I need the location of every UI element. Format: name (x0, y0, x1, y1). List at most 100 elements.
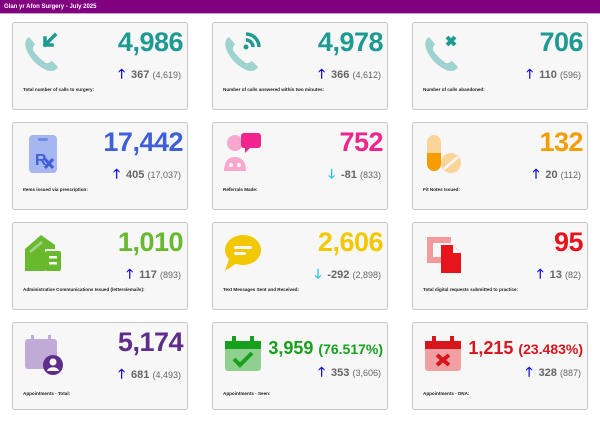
report-title: Glan yr Afon Surgery - July 2025 (4, 4, 97, 10)
kpi-label: Total digital requests submitted to prac… (423, 287, 519, 292)
arrow-up-icon: 🡑 (318, 364, 326, 379)
kpi-percentage: (23.483%) (518, 341, 583, 357)
kpi-value: 752 (339, 127, 383, 157)
kpi-previous: (893) (159, 270, 181, 280)
kpi-change: 🡓 -292 (2,898) (315, 265, 381, 287)
kpi-card: 95 🡑 13 (82) Total digital requests submitt… (412, 222, 588, 310)
kpi-card: 1,010 🡑 117 (893) Administrative Communicat… (12, 222, 188, 310)
report-header: Glan yr Afon Surgery - July 2025 (0, 0, 600, 14)
icon-slot (221, 31, 265, 75)
kpi-value-wrap: 132 (539, 127, 583, 157)
kpi-change: 🡑 110 (596) (526, 65, 581, 87)
calendar-x-icon (425, 336, 461, 371)
kpi-value: 706 (539, 27, 583, 57)
arrow-up-icon: 🡑 (536, 266, 544, 281)
arrow-up-icon: 🡑 (532, 166, 540, 181)
arrow-up-icon: 🡑 (126, 266, 134, 281)
kpi-delta: 110 (539, 69, 557, 81)
kpi-previous: (4,612) (352, 70, 381, 80)
kpi-label: Number of calls abandoned: (423, 87, 485, 92)
kpi-change: 🡑 353 (3,606) (318, 363, 381, 385)
referral-icon (224, 133, 261, 171)
kpi-delta: 405 (126, 169, 145, 181)
arrow-up-icon: 🡑 (525, 364, 533, 379)
kpi-card: 5,174 🡑 681 (4,493) Appointments - Total: (12, 322, 188, 410)
kpi-value-wrap: 95 (553, 227, 584, 257)
kpi-value-wrap: 2,606 (317, 227, 384, 257)
kpi-change: 🡓 -81 (833) (328, 165, 381, 187)
kpi-value: 2,606 (317, 227, 384, 257)
kpi-value: 3,959 (268, 338, 314, 358)
digital-request-icon (427, 237, 461, 273)
icon-slot (421, 231, 465, 275)
kpi-change: 🡑 328 (887) (526, 363, 581, 385)
kpi-previous: (833) (359, 170, 381, 180)
kpi-value: 1,215 (468, 338, 514, 358)
kpi-delta: 117 (139, 269, 157, 281)
kpi-delta: 353 (331, 367, 350, 379)
kpi-value-wrap: 706 (539, 27, 583, 57)
kpi-label: Total number of calls to surgery: (23, 87, 95, 92)
kpi-delta: 367 (131, 69, 150, 81)
kpi-label: Items issued via prescription: (23, 187, 88, 192)
kpi-previous: (112) (560, 170, 581, 180)
kpi-delta: 328 (538, 367, 557, 379)
icon-slot (421, 31, 465, 75)
kpi-value-wrap: 5,174 (117, 327, 184, 357)
kpi-value-wrap: 752 (339, 127, 383, 157)
kpi-delta: 366 (331, 69, 350, 81)
icon-slot (221, 131, 265, 175)
calendar-person-icon (25, 335, 63, 375)
arrow-down-icon: 🡓 (314, 266, 322, 281)
kpi-card: 752 🡓 -81 (833) Referrals Made: (212, 122, 388, 210)
svg-text:R: R (35, 152, 47, 169)
kpi-value-wrap: 4,978 (318, 27, 384, 57)
kpi-change: 🡑 681 (4,493) (118, 365, 181, 387)
phone-answered-icon (225, 32, 261, 71)
kpi-value: 1,010 (117, 227, 184, 257)
chat-bubble-icon (225, 235, 261, 271)
kpi-previous: (4,493) (152, 370, 181, 380)
kpi-label: Appointments - Total: (23, 391, 71, 396)
phone-missed-icon (425, 35, 458, 71)
kpi-card: 132 🡑 20 (112) Fit Notes Issued: (412, 122, 588, 210)
kpi-label: Number of calls answered within two minu… (223, 87, 325, 92)
kpi-delta: -81 (341, 169, 357, 181)
kpi-previous: (3,606) (352, 368, 381, 378)
kpi-value: 95 (553, 227, 584, 257)
icon-slot (421, 131, 465, 175)
kpi-value: 17,442 (103, 127, 183, 157)
kpi-label: Text Messages Sent and Received: (223, 287, 299, 292)
mail-house-icon (25, 235, 61, 271)
icon-slot: R (21, 131, 65, 175)
kpi-label: Referrals Made: (223, 187, 258, 192)
kpi-delta: 20 (545, 169, 558, 181)
kpi-change: 🡑 117 (893) (126, 265, 181, 287)
kpi-value: 5,174 (117, 327, 184, 357)
arrow-up-icon: 🡑 (318, 66, 326, 81)
arrow-down-icon: 🡓 (328, 166, 336, 181)
kpi-delta: -292 (327, 269, 350, 281)
kpi-change: 🡑 367 (4,619) (118, 65, 181, 87)
arrow-up-icon: 🡑 (526, 66, 534, 81)
kpi-label: Appointments - Seen: (223, 391, 271, 396)
icon-slot (21, 231, 65, 275)
arrow-up-icon: 🡑 (118, 366, 126, 381)
icon-slot (421, 331, 465, 375)
kpi-card: R 17,442 🡑 405 (17,037) Items issued via pre… (12, 122, 188, 210)
kpi-percentage: (76.517%) (318, 341, 383, 357)
kpi-previous: (596) (559, 70, 581, 80)
kpi-label: Administrative Communications Issued (le… (23, 287, 145, 292)
icon-slot (21, 331, 65, 375)
kpi-card: 1,215 (23.483%) 🡑 328 (887) Appointments - … (412, 322, 588, 410)
kpi-label: Appointments - DNA: (423, 391, 470, 396)
kpi-value-wrap: 4,986 (118, 27, 184, 57)
icon-slot (21, 31, 65, 75)
kpi-previous: (82) (564, 270, 581, 280)
kpi-card: 2,606 🡓 -292 (2,898) Text Messages Sent and… (212, 222, 388, 310)
phone-incoming-icon (25, 32, 58, 71)
kpi-previous: (2,898) (352, 270, 381, 280)
kpi-change: 🡑 405 (17,037) (113, 165, 181, 187)
kpi-previous: (4,619) (152, 70, 181, 80)
kpi-card: 4,986 🡑 367 (4,619) Total number of calls t… (12, 22, 188, 110)
